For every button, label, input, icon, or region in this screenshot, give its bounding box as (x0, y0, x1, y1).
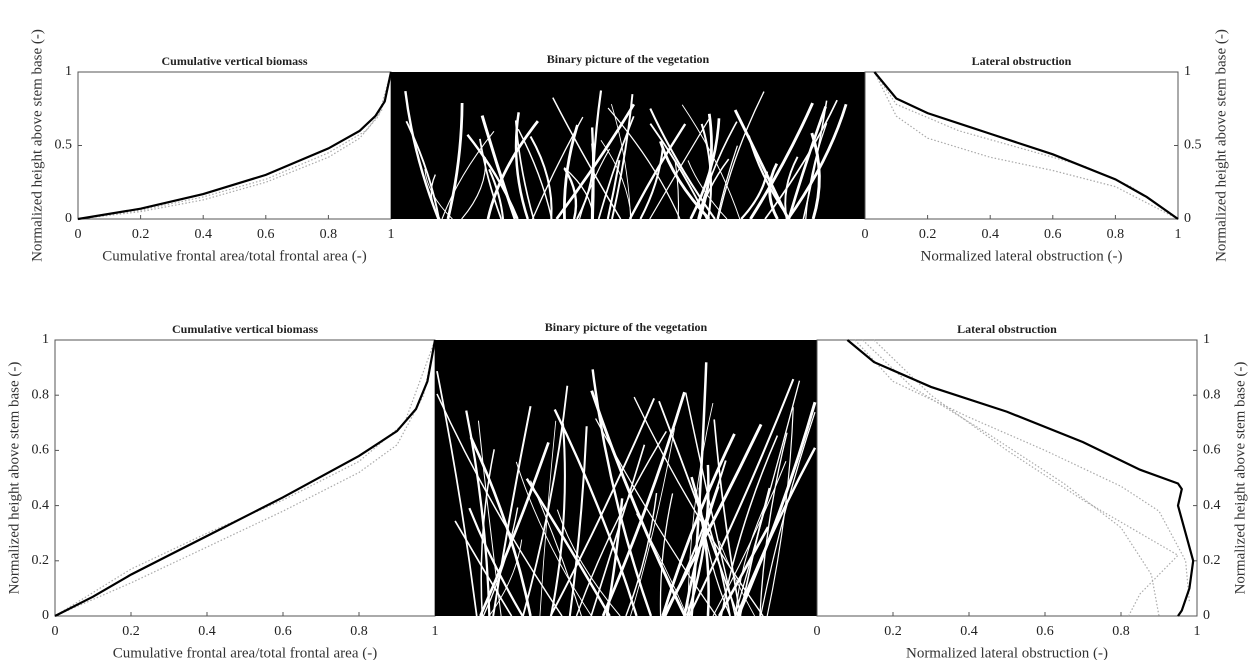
x-tick-label: 0.2 (919, 227, 937, 242)
y-tick-label: 1 (42, 332, 49, 347)
y-tick-label: 1 (1184, 64, 1191, 79)
y-axis-label: Normalized height above stem base (-) (29, 29, 45, 262)
x-tick-label: 0.2 (884, 624, 902, 639)
y-tick-label: 0.2 (1203, 553, 1221, 568)
chart-title: Lateral obstruction (972, 54, 1072, 68)
y-tick-label: 0.5 (1184, 138, 1202, 153)
data-line (78, 72, 391, 219)
y-tick-label: 0 (1184, 211, 1191, 226)
data-line (855, 340, 1189, 602)
x-tick-label: 0.4 (194, 227, 212, 242)
y-tick-label: 0.5 (55, 138, 73, 153)
x-tick-label: 0.6 (257, 227, 275, 242)
chart-title: Cumulative vertical biomass (172, 322, 318, 336)
y-tick-label: 0.2 (32, 553, 50, 568)
x-tick-label: 0 (862, 227, 869, 242)
x-tick-label: 0.4 (981, 227, 999, 242)
x-tick-label: 0.8 (1112, 624, 1130, 639)
x-tick-label: 1 (1175, 227, 1182, 242)
data-line (55, 340, 435, 616)
y-tick-label: 0.4 (1203, 498, 1221, 513)
stem (592, 127, 593, 219)
x-tick-label: 0.4 (960, 624, 978, 639)
y-tick-label: 0.8 (1203, 387, 1221, 402)
plot-frame (55, 340, 435, 616)
x-tick-label: 0.8 (320, 227, 338, 242)
y-axis-label: Normalized height above stem base (-) (1232, 362, 1248, 595)
x-tick-label: 0 (75, 227, 82, 242)
x-tick-label: 0 (814, 624, 821, 639)
data-line (55, 340, 435, 616)
data-line (78, 72, 391, 219)
x-axis-label: Cumulative frontal area/total frontal ar… (102, 248, 366, 264)
x-tick-label: 0.8 (1107, 227, 1125, 242)
x-axis-label: Cumulative frontal area/total frontal ar… (113, 645, 377, 660)
x-tick-label: 0.6 (1044, 227, 1062, 242)
data-line (874, 72, 1178, 219)
data-line (55, 340, 435, 616)
data-line (863, 340, 1159, 616)
image-title: Binary picture of the vegetation (545, 320, 708, 334)
x-tick-label: 0.4 (198, 624, 216, 639)
chart-title: Lateral obstruction (957, 322, 1057, 336)
data-line (847, 340, 1193, 616)
x-axis-label: Normalized lateral obstruction (-) (920, 248, 1122, 264)
x-tick-label: 0.8 (350, 624, 368, 639)
x-tick-label: 1 (1194, 624, 1201, 639)
y-tick-label: 0.4 (32, 498, 50, 513)
x-tick-label: 0.2 (132, 227, 150, 242)
x-tick-label: 1 (432, 624, 439, 639)
x-axis-label: Normalized lateral obstruction (-) (906, 645, 1108, 660)
y-tick-label: 1 (1203, 332, 1210, 347)
x-tick-label: 0.2 (122, 624, 140, 639)
image-title: Binary picture of the vegetation (547, 52, 710, 66)
y-tick-label: 0.6 (1203, 443, 1221, 458)
plot-frame (817, 340, 1197, 616)
x-tick-label: 0.6 (1036, 624, 1054, 639)
x-tick-label: 0 (52, 624, 59, 639)
x-tick-label: 1 (388, 227, 395, 242)
x-tick-label: 0.6 (274, 624, 292, 639)
y-tick-label: 0.8 (32, 387, 50, 402)
data-line (78, 72, 391, 219)
y-tick-label: 0 (65, 211, 72, 226)
y-tick-label: 0 (42, 608, 49, 623)
y-tick-label: 0.6 (32, 443, 50, 458)
y-tick-label: 1 (65, 64, 72, 79)
y-axis-label: Normalized height above stem base (-) (6, 362, 22, 595)
plot-frame (865, 72, 1178, 219)
y-axis-label: Normalized height above stem base (-) (1213, 29, 1229, 262)
chart-title: Cumulative vertical biomass (162, 54, 308, 68)
figure: 00.20.40.60.8100.51Cumulative vertical b… (0, 0, 1249, 660)
y-tick-label: 0 (1203, 608, 1210, 623)
plot-frame (78, 72, 391, 219)
